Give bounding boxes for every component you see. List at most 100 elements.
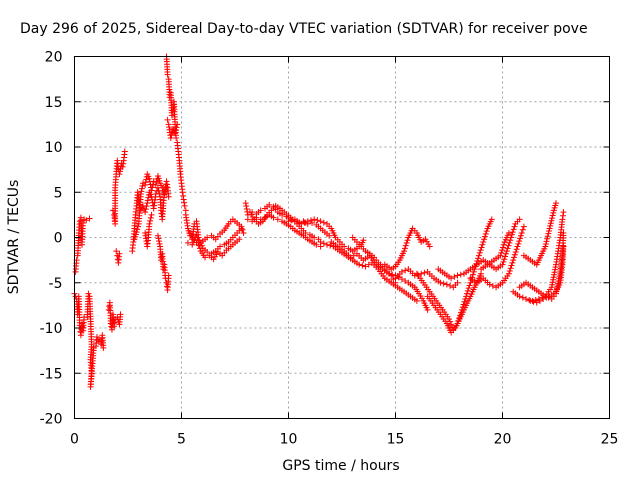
data-point bbox=[519, 294, 526, 301]
data-point bbox=[505, 229, 512, 236]
data-point bbox=[242, 200, 249, 207]
data-point bbox=[139, 182, 146, 189]
data-point bbox=[311, 234, 318, 241]
data-point bbox=[517, 235, 524, 242]
data-point bbox=[327, 242, 334, 249]
data-point bbox=[164, 71, 171, 78]
data-point bbox=[498, 249, 505, 256]
data-point bbox=[461, 298, 468, 305]
data-point bbox=[497, 252, 504, 259]
data-point bbox=[173, 124, 180, 131]
data-point bbox=[86, 215, 93, 222]
data-point bbox=[536, 297, 543, 304]
data-point bbox=[142, 209, 149, 216]
data-point bbox=[80, 220, 87, 227]
data-point bbox=[414, 271, 421, 278]
data-point bbox=[204, 234, 211, 241]
grid-lines bbox=[74, 56, 610, 419]
data-point bbox=[144, 200, 151, 207]
data-point bbox=[448, 275, 455, 282]
data-point bbox=[475, 255, 482, 262]
x-tick-label: 25 bbox=[601, 432, 619, 448]
data-point bbox=[543, 294, 550, 301]
data-point bbox=[464, 287, 471, 294]
data-point bbox=[152, 182, 159, 189]
data-point bbox=[404, 237, 411, 244]
data-point bbox=[142, 179, 149, 186]
data-point bbox=[181, 202, 188, 209]
data-point bbox=[149, 184, 156, 191]
y-tick-label: -5 bbox=[49, 276, 63, 292]
data-point bbox=[279, 211, 286, 218]
data-point bbox=[465, 285, 472, 292]
data-point bbox=[119, 163, 126, 170]
data-point bbox=[499, 247, 506, 254]
data-point bbox=[146, 175, 153, 182]
data-point bbox=[533, 299, 540, 306]
data-point bbox=[285, 218, 292, 225]
data-point bbox=[553, 200, 559, 207]
data-point bbox=[505, 270, 512, 277]
data-point bbox=[167, 134, 174, 141]
data-point bbox=[547, 220, 554, 227]
data-point bbox=[301, 219, 308, 226]
data-point bbox=[142, 206, 149, 213]
x-tick-label: 5 bbox=[177, 432, 186, 448]
data-point bbox=[448, 321, 455, 328]
data-point bbox=[307, 217, 314, 224]
data-point bbox=[362, 263, 369, 270]
data-point bbox=[204, 248, 211, 255]
data-point bbox=[154, 232, 161, 239]
data-point bbox=[326, 232, 333, 239]
data-point bbox=[479, 241, 486, 248]
data-point bbox=[527, 297, 534, 304]
data-point bbox=[133, 229, 140, 236]
data-point bbox=[197, 245, 204, 252]
data-point bbox=[244, 216, 251, 223]
data-point bbox=[184, 239, 191, 246]
data-point bbox=[509, 229, 516, 236]
data-point bbox=[454, 279, 461, 286]
data-point bbox=[274, 216, 281, 223]
y-tick-label: 20 bbox=[45, 50, 63, 66]
data-point bbox=[116, 171, 123, 178]
data-point bbox=[546, 225, 553, 232]
y-axis-label: SDTVAR / TECUs bbox=[6, 180, 22, 295]
data-point bbox=[424, 306, 431, 313]
data-point bbox=[454, 272, 461, 279]
data-point bbox=[398, 268, 405, 275]
data-point bbox=[514, 243, 521, 250]
data-point bbox=[503, 248, 510, 255]
data-point bbox=[401, 245, 408, 252]
data-point bbox=[481, 233, 488, 240]
data-point bbox=[180, 196, 187, 203]
y-tick-label: -15 bbox=[40, 366, 63, 382]
data-point bbox=[149, 181, 156, 188]
data-point bbox=[148, 187, 155, 194]
data-point bbox=[457, 271, 464, 278]
data-point bbox=[193, 231, 200, 238]
y-tick-labels: -20 -15 -10 -5 0 5 10 15 20 bbox=[40, 50, 63, 428]
x-tick-label: 0 bbox=[70, 432, 79, 448]
data-point bbox=[560, 243, 567, 250]
data-point bbox=[116, 168, 123, 175]
axis-ticks bbox=[74, 56, 610, 419]
data-point bbox=[388, 272, 395, 279]
data-point bbox=[243, 205, 250, 212]
data-point bbox=[515, 240, 522, 247]
data-point bbox=[559, 216, 566, 223]
data-point bbox=[317, 218, 324, 225]
data-point bbox=[483, 228, 490, 235]
data-point bbox=[511, 223, 518, 230]
data-point bbox=[238, 223, 245, 230]
data-point bbox=[257, 216, 264, 223]
data-point bbox=[560, 229, 567, 236]
data-point bbox=[164, 116, 171, 123]
data-point bbox=[83, 217, 90, 224]
data-point bbox=[165, 272, 172, 279]
data-point bbox=[137, 191, 144, 198]
data-point bbox=[402, 277, 409, 284]
data-point bbox=[512, 248, 519, 255]
data-point bbox=[317, 239, 324, 246]
data-point bbox=[365, 261, 372, 268]
